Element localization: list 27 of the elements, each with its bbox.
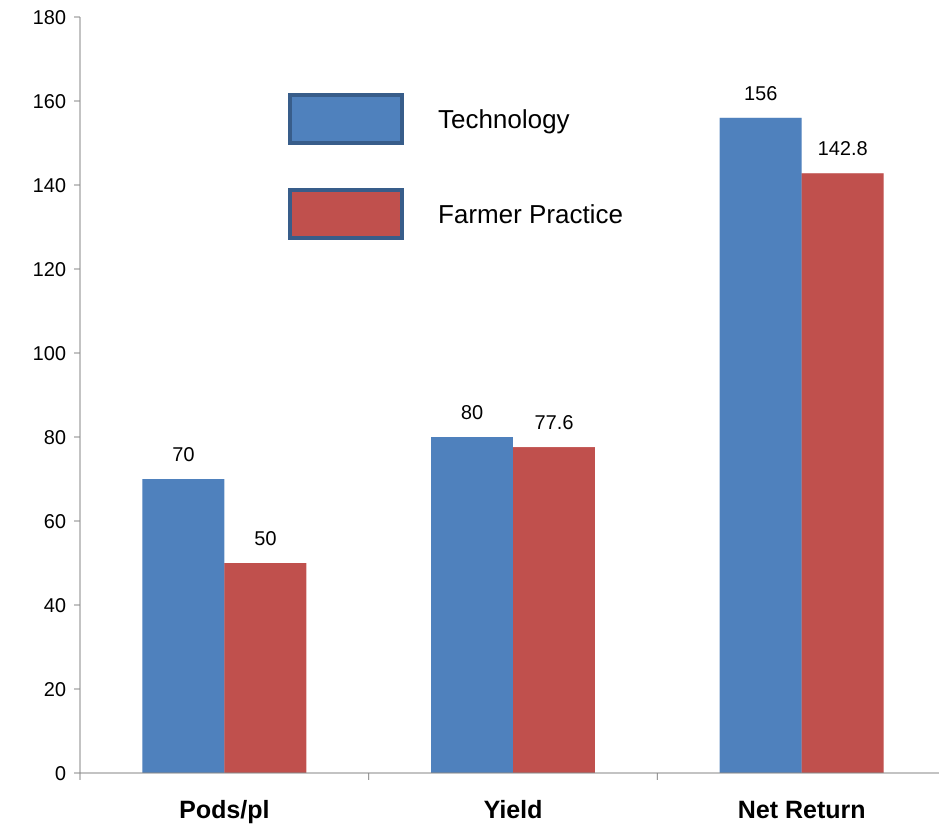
y-tick-label: 0 [54,763,66,785]
bar [802,173,884,773]
data-label: 142.8 [818,138,868,160]
y-tick-label: 140 [32,175,66,197]
y-tick-label: 60 [44,511,66,533]
y-tick-label: 160 [32,91,66,113]
x-tick-label: Pods/pl [179,796,270,824]
y-tick-label: 20 [44,679,66,701]
y-tick-label: 40 [44,595,66,617]
bar [142,479,224,773]
x-tick-label: Yield [484,796,542,824]
data-label: 80 [460,402,484,424]
data-label: 77.6 [534,412,574,434]
bar [513,447,595,773]
bar [720,118,802,773]
data-label: 156 [744,82,778,105]
data-label: 50 [254,528,276,550]
y-tick-label: 180 [32,7,66,29]
x-tick-label: Net Return [738,796,866,824]
bar [431,437,513,773]
data-label: 70 [172,444,194,466]
y-tick-label: 80 [44,427,66,449]
y-tick-label: 120 [32,259,66,281]
y-tick-label: 100 [32,343,66,365]
legend-label: Farmer Practice [438,199,623,230]
legend-label: Technology [438,104,570,134]
bar [224,563,306,773]
